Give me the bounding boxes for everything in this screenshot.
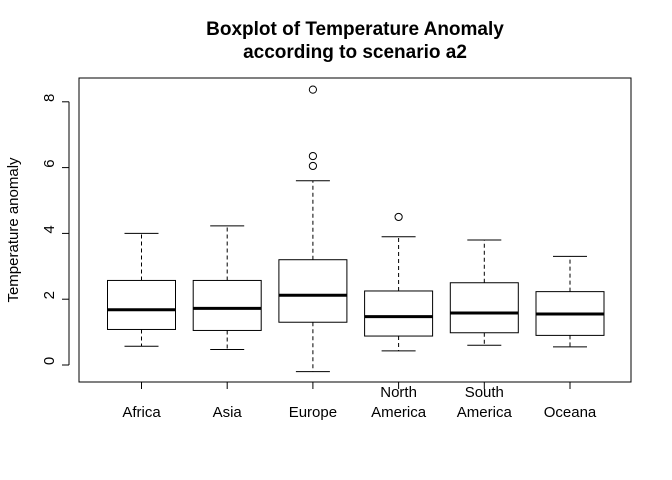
y-tick-label: 6 bbox=[41, 159, 58, 167]
x-tick-label: Europe bbox=[289, 404, 337, 421]
x-tick-label: America bbox=[457, 404, 513, 421]
iqr-box bbox=[364, 290, 434, 337]
outlier-point bbox=[308, 85, 317, 94]
outlier-point bbox=[308, 151, 317, 161]
outlier-point bbox=[308, 161, 317, 171]
outlier-point bbox=[394, 212, 403, 222]
y-tick-label: 2 bbox=[41, 291, 58, 299]
iqr-box bbox=[192, 279, 262, 331]
iqr-box bbox=[449, 282, 519, 334]
x-tick-label: South bbox=[465, 384, 504, 401]
plot-frame bbox=[78, 77, 632, 383]
x-axis: Africa Asia Europe North America South America… bbox=[122, 381, 597, 421]
y-tick-label: 8 bbox=[41, 94, 58, 102]
box-4 bbox=[449, 239, 519, 346]
iqr-box bbox=[278, 259, 348, 323]
y-axis-label: Temperature anomaly bbox=[5, 157, 22, 303]
iqr-box bbox=[107, 279, 176, 330]
y-axis: 0 2 4 6 8 bbox=[41, 94, 70, 366]
x-tick-label: North bbox=[380, 384, 417, 401]
y-tick-label: 0 bbox=[41, 357, 58, 365]
box-1 bbox=[192, 225, 262, 351]
boxes-group bbox=[107, 85, 605, 373]
box-0 bbox=[107, 232, 176, 347]
x-tick-label: Oceana bbox=[544, 404, 597, 421]
chart-title-line-1: Boxplot of Temperature Anomaly bbox=[206, 19, 504, 40]
x-tick-label: America bbox=[371, 404, 427, 421]
box-2 bbox=[278, 85, 348, 373]
box-5 bbox=[535, 255, 605, 348]
x-tick-label: Asia bbox=[213, 404, 243, 421]
x-tick-label: Africa bbox=[122, 404, 161, 421]
chart-title-line-2: according to scenario a2 bbox=[243, 42, 467, 63]
y-tick-label: 4 bbox=[41, 225, 58, 233]
box-3 bbox=[364, 212, 434, 352]
